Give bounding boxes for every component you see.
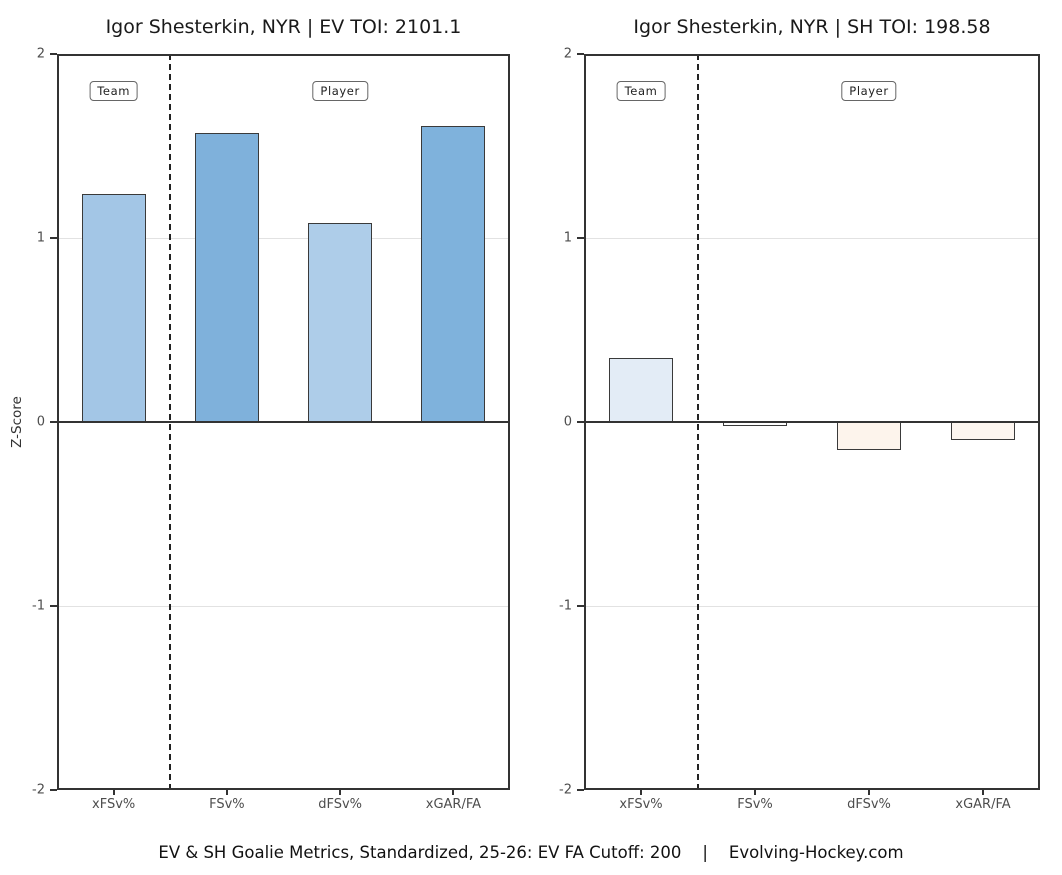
y-tick-label: 0 bbox=[563, 414, 572, 430]
y-tick-label: 1 bbox=[36, 230, 45, 246]
x-tick-mark bbox=[112, 790, 115, 795]
bar-xfsv bbox=[81, 193, 146, 422]
y-tick-mark bbox=[577, 789, 584, 791]
bar-dfsv bbox=[308, 223, 373, 422]
gridline-y-1 bbox=[57, 606, 510, 607]
y-tick-label: -1 bbox=[32, 598, 45, 614]
figure-caption: EV & SH Goalie Metrics, Standardized, 25… bbox=[158, 843, 904, 862]
plot-area-ev: Team Player bbox=[57, 54, 510, 790]
x-tick-mark bbox=[225, 790, 228, 795]
chart-title-ev: Igor Shesterkin, NYR | EV TOI: 2101.1 bbox=[105, 16, 462, 38]
x-tick-label: dFSv% bbox=[318, 797, 363, 812]
y-tick-label: -2 bbox=[32, 782, 45, 798]
bar-dfsv bbox=[837, 422, 901, 450]
y-tick-mark bbox=[577, 53, 584, 55]
y-tick-mark bbox=[577, 237, 584, 239]
y-tick-mark bbox=[50, 237, 57, 239]
x-tick-label: xFSv% bbox=[92, 797, 136, 812]
x-tick-label: xFSv% bbox=[619, 797, 663, 812]
x-tick-mark bbox=[640, 790, 642, 795]
y-tick-label: 1 bbox=[563, 230, 572, 246]
x-tick-label: dFSv% bbox=[847, 797, 891, 812]
y-tick-mark bbox=[50, 53, 57, 55]
group-label-team: Team bbox=[89, 81, 139, 101]
x-tick-mark bbox=[452, 790, 455, 795]
y-tick-mark bbox=[577, 605, 584, 607]
bar-fsv bbox=[194, 133, 259, 422]
chart-title-sh: Igor Shesterkin, NYR | SH TOI: 198.58 bbox=[633, 16, 991, 38]
gridline-y1 bbox=[57, 238, 510, 239]
bar-xgarfa bbox=[951, 422, 1015, 441]
x-tick-label: xGAR/FA bbox=[425, 797, 481, 812]
group-label-team: Team bbox=[616, 81, 666, 101]
y-tick-mark bbox=[50, 421, 57, 423]
y-tick-mark bbox=[577, 421, 584, 423]
gridline-y-1 bbox=[584, 606, 1040, 607]
group-label-player: Player bbox=[312, 81, 368, 101]
zero-line bbox=[57, 421, 510, 423]
y-tick-label: -1 bbox=[559, 598, 572, 614]
gridline-y1 bbox=[584, 238, 1040, 239]
bar-xgarfa bbox=[421, 125, 486, 422]
zero-line bbox=[584, 421, 1040, 423]
plot-area-sh: Team Player bbox=[584, 54, 1040, 790]
x-tick-mark bbox=[982, 790, 984, 795]
y-tick-label: 2 bbox=[36, 46, 45, 62]
group-label-player: Player bbox=[841, 81, 897, 101]
x-tick-label: xGAR/FA bbox=[955, 797, 1011, 812]
y-tick-label: 2 bbox=[563, 46, 572, 62]
y-tick-label: -2 bbox=[559, 782, 572, 798]
x-tick-label: FSv% bbox=[209, 797, 245, 812]
y-tick-mark bbox=[50, 605, 57, 607]
x-tick-mark bbox=[868, 790, 870, 795]
x-tick-mark bbox=[754, 790, 756, 795]
bar-xfsv bbox=[609, 357, 673, 422]
x-tick-mark bbox=[339, 790, 342, 795]
y-tick-mark bbox=[50, 789, 57, 791]
y-tick-label: 0 bbox=[36, 414, 45, 430]
x-tick-label: FSv% bbox=[737, 797, 773, 812]
